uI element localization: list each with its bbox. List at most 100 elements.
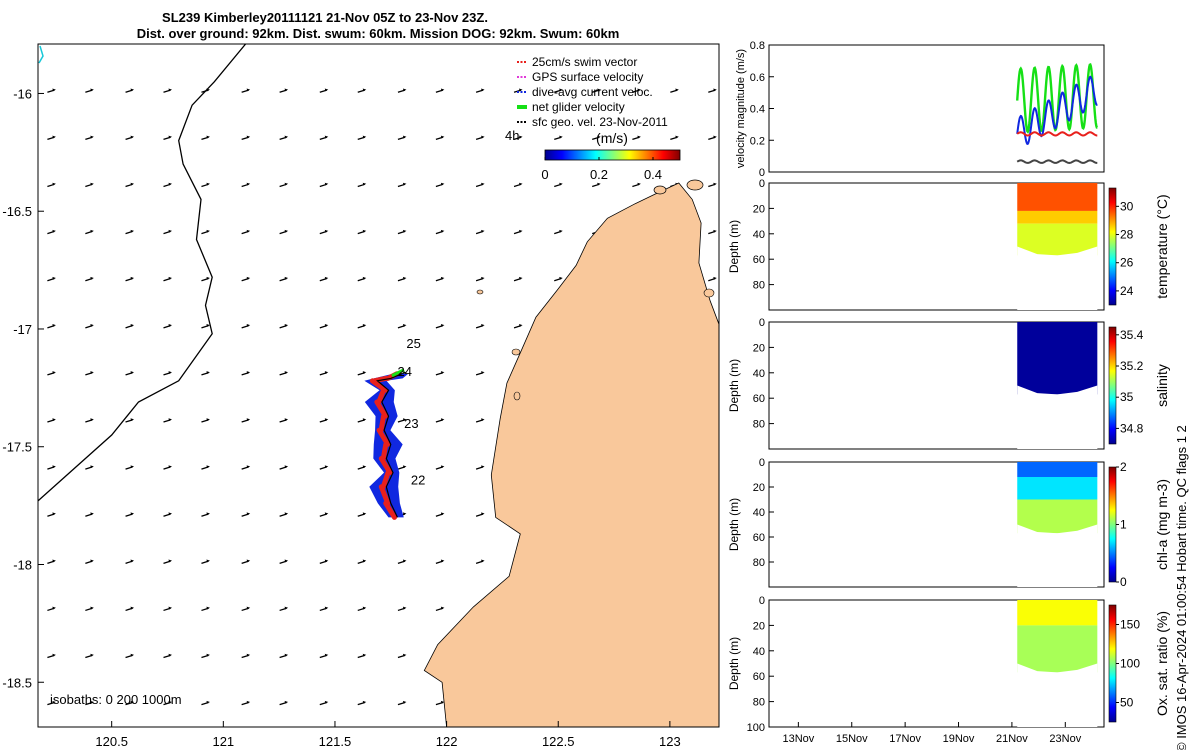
- current-arrow: [85, 653, 94, 659]
- current-arrow: [475, 512, 485, 517]
- glider-track: [364, 368, 409, 520]
- chlorophyll-section-layer: [1017, 477, 1098, 500]
- chlorophyll-section-colorbar-tick-label: 1: [1120, 518, 1127, 532]
- current-arrow-head: [130, 135, 135, 139]
- current-arrow: [357, 276, 367, 282]
- current-arrow-head: [440, 465, 445, 469]
- swim-vector-segment: [378, 484, 391, 506]
- map-x-tick-label: 123: [659, 734, 681, 749]
- oxygen-section-y-axis-label: Depth (m): [727, 637, 741, 690]
- current-arrow: [47, 653, 56, 659]
- current-arrow-head: [246, 653, 251, 657]
- swim-vector-segment: [378, 413, 387, 433]
- current-arrow-head: [402, 559, 407, 563]
- current-arrow: [435, 559, 445, 564]
- current-arrow-head: [206, 324, 210, 327]
- isobath-label: isobaths: 0 200 1000m: [50, 692, 182, 707]
- velocity-series-line: [1016, 131, 1098, 137]
- current-arrow: [279, 700, 289, 706]
- map-y-tick-label: -16: [13, 86, 32, 101]
- current-arrow-head: [246, 182, 251, 186]
- current-arrow-head: [284, 653, 289, 657]
- current-arrow-head: [284, 229, 289, 233]
- current-arrow-head: [362, 465, 367, 469]
- chlorophyll-section-colorbar: [1108, 466, 1117, 583]
- temperature-section-colorbar: [1108, 187, 1117, 306]
- current-arrow: [513, 229, 523, 235]
- current-arrow: [85, 276, 94, 282]
- current-arrow: [435, 135, 445, 141]
- glider-path-line: [376, 373, 403, 518]
- current-arrow: [319, 88, 329, 93]
- current-arrow-head: [206, 700, 210, 704]
- salinity-section-y-tick-label: 20: [753, 342, 765, 354]
- salinity-section-colorbar-tick-label: 35.2: [1120, 359, 1144, 373]
- salinity-section-y-tick-label: 0: [759, 317, 765, 329]
- current-arrow-head: [168, 512, 173, 516]
- current-arrow: [125, 653, 135, 659]
- current-arrow-head: [402, 653, 407, 657]
- map-y-tick-label: -18.5: [2, 675, 32, 690]
- current-arrow-head: [637, 135, 641, 139]
- current-arrow-head: [168, 182, 173, 186]
- current-arrow: [319, 229, 329, 235]
- current-arrow-head: [362, 559, 367, 563]
- current-arrow: [125, 135, 135, 141]
- velocity-y-tick-label: 0: [759, 167, 765, 179]
- current-arrow-head: [559, 88, 563, 92]
- current-arrow: [279, 182, 289, 188]
- current-arrow-head: [52, 559, 56, 563]
- current-arrow-head: [90, 559, 94, 563]
- current-arrow: [201, 229, 210, 235]
- current-arrow: [47, 276, 56, 282]
- current-arrow: [201, 276, 210, 282]
- current-arrow-head: [168, 135, 173, 139]
- current-arrow: [319, 559, 329, 564]
- current-arrow: [357, 606, 367, 612]
- current-arrow-head: [559, 229, 563, 233]
- current-arrow-head: [637, 182, 641, 186]
- current-arrow-head: [362, 606, 367, 610]
- current-arrow-head: [206, 371, 210, 374]
- current-arrow-head: [362, 512, 367, 516]
- current-arrow: [85, 606, 94, 612]
- time-x-tick-label: 19Nov: [943, 733, 975, 745]
- current-arrow: [241, 559, 251, 564]
- oxygen-section-colorbar-tick-label: 100: [1120, 657, 1140, 671]
- current-arrow-head: [713, 276, 717, 280]
- current-arrow: [475, 182, 485, 188]
- current-arrow: [708, 182, 717, 188]
- current-arrow: [201, 700, 210, 706]
- current-arrow-head: [481, 418, 485, 422]
- current-arrow-head: [246, 418, 251, 422]
- current-arrow: [397, 465, 407, 470]
- current-arrow-head: [481, 559, 485, 563]
- current-arrow-head: [130, 559, 135, 563]
- current-arrow-head: [90, 653, 94, 657]
- current-arrow: [125, 229, 135, 235]
- current-arrow-head: [402, 700, 407, 704]
- current-arrow: [357, 229, 367, 235]
- swim-vector-segment: [380, 441, 389, 462]
- current-arrow-head: [324, 371, 329, 374]
- current-arrow: [513, 324, 523, 329]
- current-arrow-head: [440, 88, 445, 92]
- current-arrow-head: [168, 559, 173, 563]
- current-arrow: [201, 135, 210, 141]
- current-arrow: [513, 182, 523, 188]
- current-arrow: [241, 700, 251, 706]
- current-arrow: [241, 512, 251, 517]
- current-arrow: [241, 182, 251, 188]
- current-arrow: [241, 418, 251, 423]
- current-arrow: [47, 418, 56, 423]
- current-arrow-head: [284, 135, 289, 139]
- velocity-y-tick-label: 0.2: [750, 135, 765, 147]
- current-arrow-head: [90, 88, 94, 92]
- current-arrow-head: [52, 465, 56, 469]
- current-arrow: [85, 512, 94, 517]
- current-arrow-head: [246, 371, 251, 374]
- temperature-section-y-tick-label: 40: [753, 229, 765, 241]
- current-arrow-head: [206, 653, 210, 657]
- speed-colorbar-label: (m/s): [596, 130, 628, 146]
